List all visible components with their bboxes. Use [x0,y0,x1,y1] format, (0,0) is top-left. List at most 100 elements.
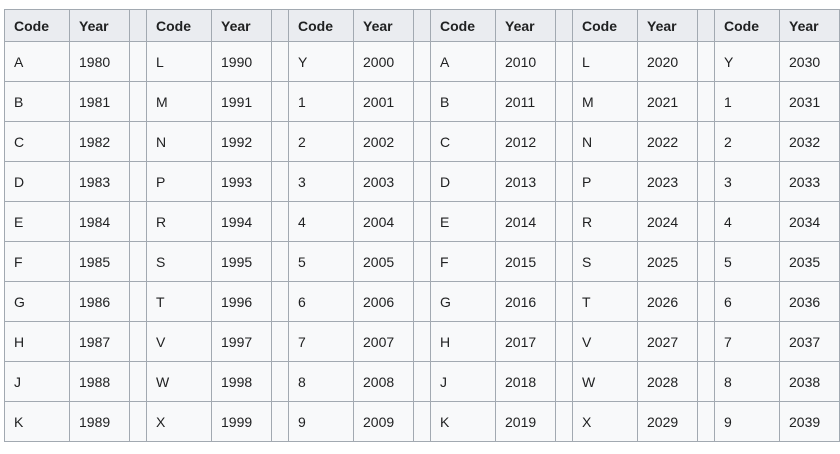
year-cell: 2028 [637,361,698,402]
year-cell: 2031 [779,81,840,122]
spacer-cell [555,121,573,162]
spacer-cell [413,401,431,442]
spacer-cell [413,121,431,162]
year-cell: 2009 [353,401,414,442]
year-column-header: Year [637,9,698,42]
year-code-table: Code Year Code Year Code Year Code Year Code Year… [4,9,840,442]
code-cell: M [572,81,638,122]
table-header: Code Year Code Year Code Year Code Year Code Year… [4,9,840,42]
year-cell: 2033 [779,161,840,202]
spacer-cell [129,121,147,162]
spacer-cell [697,281,715,322]
code-cell: 6 [288,281,354,322]
year-cell: 2017 [495,321,556,362]
code-cell: 9 [288,401,354,442]
spacer-cell [697,321,715,362]
code-cell: W [572,361,638,402]
year-column-header: Year [495,9,556,42]
code-cell: K [430,401,496,442]
spacer-cell [271,241,289,282]
year-cell: 2032 [779,121,840,162]
code-cell: 7 [714,321,780,362]
spacer-cell [129,161,147,202]
code-cell: 3 [288,161,354,202]
spacer-cell [555,401,573,442]
year-cell: 2019 [495,401,556,442]
header-row: Code Year Code Year Code Year Code Year Code Year… [4,9,840,42]
code-cell: T [146,281,212,322]
spacer-cell [555,281,573,322]
code-cell: 6 [714,281,780,322]
year-cell: 2012 [495,121,556,162]
year-cell: 2011 [495,81,556,122]
year-column-header: Year [353,9,414,42]
spacer-cell [555,41,573,82]
header-spacer-cell [271,9,289,42]
spacer-cell [413,321,431,362]
year-cell: 1990 [211,41,272,82]
year-cell: 2002 [353,121,414,162]
year-cell: 2029 [637,401,698,442]
code-cell: 1 [714,81,780,122]
year-cell: 2023 [637,161,698,202]
spacer-cell [555,201,573,242]
code-column-header: Code [4,9,70,42]
table-row: F 1985 S 1995 5 2005 F 2015 S 2025 5 2035 [4,241,840,282]
code-cell: Y [714,41,780,82]
spacer-cell [129,401,147,442]
code-cell: 1 [288,81,354,122]
spacer-cell [129,241,147,282]
code-cell: D [4,161,70,202]
table-body: A 1980 L 1990 Y 2000 A 2010 L 2020 Y 2030 B 1981 M 1991… [4,41,840,442]
table-row: E 1984 R 1994 4 2004 E 2014 R 2024 4 2034 [4,201,840,242]
year-cell: 2020 [637,41,698,82]
year-cell: 2021 [637,81,698,122]
code-cell: 4 [288,201,354,242]
year-cell: 2014 [495,201,556,242]
spacer-cell [413,281,431,322]
code-cell: P [572,161,638,202]
spacer-cell [413,201,431,242]
year-cell: 2035 [779,241,840,282]
code-cell: T [572,281,638,322]
year-cell: 1989 [69,401,130,442]
table-row: D 1983 P 1993 3 2003 D 2013 P 2023 3 2033 [4,161,840,202]
spacer-cell [697,41,715,82]
year-cell: 2025 [637,241,698,282]
year-column-header: Year [779,9,840,42]
code-cell: 7 [288,321,354,362]
year-cell: 1996 [211,281,272,322]
year-cell: 2015 [495,241,556,282]
year-cell: 1988 [69,361,130,402]
code-cell: 2 [714,121,780,162]
table-row: A 1980 L 1990 Y 2000 A 2010 L 2020 Y 2030 [4,41,840,82]
year-code-table-container: Code Year Code Year Code Year Code Year Code Year… [4,9,840,442]
spacer-cell [413,241,431,282]
year-cell: 1991 [211,81,272,122]
year-cell: 1987 [69,321,130,362]
code-cell: G [4,281,70,322]
code-cell: V [146,321,212,362]
spacer-cell [555,361,573,402]
year-cell: 1986 [69,281,130,322]
spacer-cell [129,361,147,402]
table-row: G 1986 T 1996 6 2006 G 2016 T 2026 6 2036 [4,281,840,322]
year-cell: 1981 [69,81,130,122]
year-cell: 2034 [779,201,840,242]
year-cell: 2005 [353,241,414,282]
code-cell: X [572,401,638,442]
spacer-cell [413,41,431,82]
code-cell: E [4,201,70,242]
spacer-cell [129,41,147,82]
year-cell: 2000 [353,41,414,82]
year-cell: 1985 [69,241,130,282]
year-cell: 2004 [353,201,414,242]
code-cell: F [430,241,496,282]
spacer-cell [271,121,289,162]
spacer-cell [697,361,715,402]
code-cell: X [146,401,212,442]
year-cell: 2026 [637,281,698,322]
code-column-header: Code [146,9,212,42]
year-cell: 2027 [637,321,698,362]
spacer-cell [697,81,715,122]
